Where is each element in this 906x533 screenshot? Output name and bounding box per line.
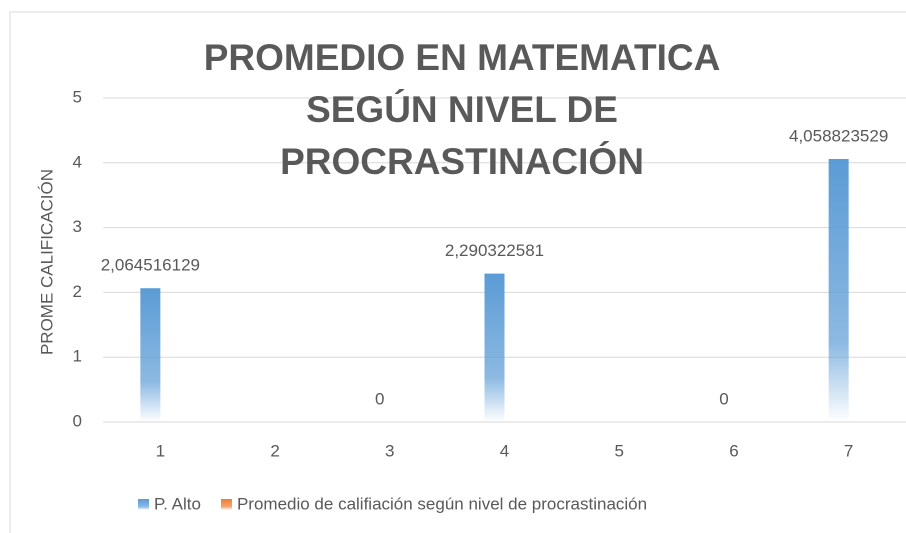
x-tick-label: 1: [156, 441, 165, 460]
bar: [828, 158, 849, 423]
chart-title: PROCRASTINACIÓN: [280, 140, 644, 182]
y-axis-label: PROME CALIFICACIÓN: [37, 169, 56, 355]
bar: [140, 288, 161, 422]
data-label: 0: [719, 389, 728, 408]
x-tick-label: 6: [729, 441, 738, 460]
x-tick-label: 2: [270, 441, 279, 460]
y-tick-label: 1: [73, 347, 82, 366]
legend-label: Promedio de califiación según nivel de p…: [237, 494, 647, 513]
data-label: 4,058823529: [789, 126, 888, 145]
legend-label: P. Alto: [154, 494, 201, 513]
y-tick-label: 4: [73, 152, 82, 171]
x-tick-label: 3: [385, 441, 394, 460]
bar: [484, 273, 505, 422]
legend-swatch: [220, 499, 232, 510]
x-tick-label: 5: [614, 441, 623, 460]
y-tick-label: 2: [73, 282, 82, 301]
y-tick-label: 5: [73, 87, 82, 106]
data-label: 2,290322581: [445, 241, 544, 260]
chart-title: SEGÚN NIVEL DE: [306, 88, 618, 130]
chart-title: PROMEDIO EN MATEMATICA: [204, 37, 721, 78]
y-tick-label: 3: [73, 217, 82, 236]
data-label: 0: [375, 389, 384, 408]
data-label: 2,064516129: [101, 256, 200, 275]
chart-border: [9, 11, 906, 533]
y-tick-label: 0: [73, 411, 82, 430]
x-tick-label: 7: [844, 441, 853, 460]
x-tick-label: 4: [500, 441, 509, 460]
legend-swatch: [138, 499, 149, 510]
